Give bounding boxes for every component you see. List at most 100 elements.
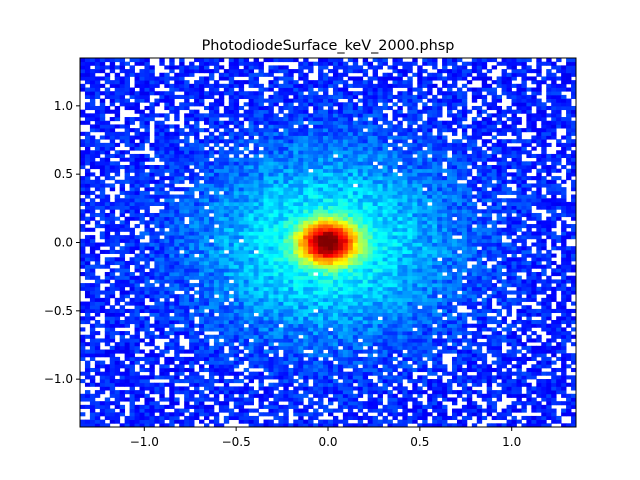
heatmap-cell (337, 279, 344, 284)
heatmap-cell (531, 367, 537, 373)
heatmap-cell (541, 308, 547, 314)
heatmap-cell (194, 305, 200, 310)
heatmap-cell (367, 238, 374, 243)
heatmap-cell (80, 327, 86, 332)
heatmap-cell (154, 268, 160, 273)
heatmap-cell (313, 382, 319, 387)
heatmap-cell (258, 397, 264, 402)
heatmap-cell (144, 242, 150, 247)
heatmap-cell (263, 238, 269, 243)
heatmap-cell (526, 305, 532, 310)
heatmap-cell (501, 249, 507, 254)
heatmap-cell (397, 286, 403, 291)
heatmap-cell (208, 349, 215, 354)
heatmap-cell (521, 319, 527, 325)
heatmap-cell (442, 212, 448, 218)
heatmap-cell (531, 349, 537, 354)
heatmap-cell (159, 253, 165, 258)
heatmap-cell (432, 294, 438, 299)
heatmap-cell (337, 297, 344, 302)
heatmap-cell (551, 371, 557, 376)
heatmap-cell (164, 356, 170, 361)
heatmap-cell (402, 205, 408, 210)
heatmap-cell (184, 386, 190, 391)
heatmap-cell (332, 294, 339, 299)
heatmap-cell (496, 367, 502, 373)
heatmap-cell (531, 375, 537, 380)
heatmap-cell (372, 404, 378, 409)
heatmap-cell (437, 279, 443, 284)
heatmap-cell (342, 231, 349, 236)
heatmap-cell (328, 375, 334, 380)
heatmap-cell (571, 283, 577, 288)
heatmap-cell (342, 423, 349, 428)
heatmap-cell (129, 371, 135, 376)
heatmap-cell (144, 283, 150, 288)
heatmap-cell (104, 297, 111, 302)
heatmap-cell (164, 308, 170, 314)
heatmap-cell (367, 356, 374, 361)
heatmap-cell (332, 224, 339, 229)
heatmap-cell (263, 209, 269, 214)
heatmap-cell (268, 246, 274, 251)
heatmap-cell (194, 404, 200, 409)
heatmap-cell (447, 327, 453, 332)
heatmap-cell (263, 286, 269, 291)
heatmap-cell (243, 308, 250, 314)
heatmap-cell (382, 342, 388, 347)
heatmap-cell (501, 364, 507, 369)
heatmap-cell (228, 272, 235, 277)
heatmap-cell (268, 331, 274, 336)
heatmap-cell (154, 301, 160, 306)
heatmap-cell (496, 342, 502, 347)
heatmap-cell (179, 275, 185, 280)
heatmap-cell (253, 308, 259, 314)
heatmap-cell (407, 205, 413, 210)
heatmap-cell (253, 216, 259, 221)
heatmap-cell (154, 242, 160, 247)
heatmap-cell (372, 275, 378, 280)
heatmap-cell (318, 412, 324, 417)
heatmap-cell (476, 249, 483, 254)
heatmap-cell (129, 319, 135, 325)
heatmap-cell (442, 216, 448, 221)
heatmap-cell (496, 397, 502, 402)
heatmap-cell (412, 312, 418, 317)
heatmap-cell (323, 227, 329, 232)
heatmap-cell (437, 342, 443, 347)
heatmap-cell (476, 342, 483, 347)
heatmap-cell (377, 408, 383, 413)
heatmap-cell (164, 209, 170, 214)
heatmap-cell (442, 312, 448, 317)
heatmap-cell (407, 246, 413, 251)
heatmap-cell (456, 356, 463, 361)
heatmap-cell (506, 249, 512, 254)
heatmap-cell (536, 227, 542, 232)
heatmap-cell (84, 272, 91, 277)
heatmap-cell (357, 308, 364, 314)
heatmap-cell (476, 308, 483, 314)
heatmap-cell (303, 268, 309, 273)
heatmap-cell (298, 349, 304, 354)
heatmap-cell (362, 367, 369, 373)
heatmap-cell (248, 397, 254, 402)
heatmap-cell (89, 345, 96, 350)
heatmap-cell (323, 319, 329, 325)
heatmap-cell (223, 390, 230, 395)
heatmap-cell (169, 331, 175, 336)
heatmap-cell (273, 205, 279, 210)
heatmap-cell (486, 342, 493, 347)
heatmap-cell (496, 272, 502, 277)
heatmap-cell (238, 323, 245, 328)
heatmap-cell (362, 272, 369, 277)
heatmap-cell (233, 353, 240, 358)
heatmap-cell (243, 305, 250, 310)
heatmap-cell (442, 338, 448, 343)
heatmap-cell (164, 272, 170, 277)
heatmap-cell (377, 349, 383, 354)
heatmap-cell (496, 212, 502, 218)
heatmap-cell (258, 342, 264, 347)
heatmap-cell (273, 360, 279, 365)
heatmap-cell (283, 390, 289, 395)
heatmap-cell (437, 286, 443, 291)
